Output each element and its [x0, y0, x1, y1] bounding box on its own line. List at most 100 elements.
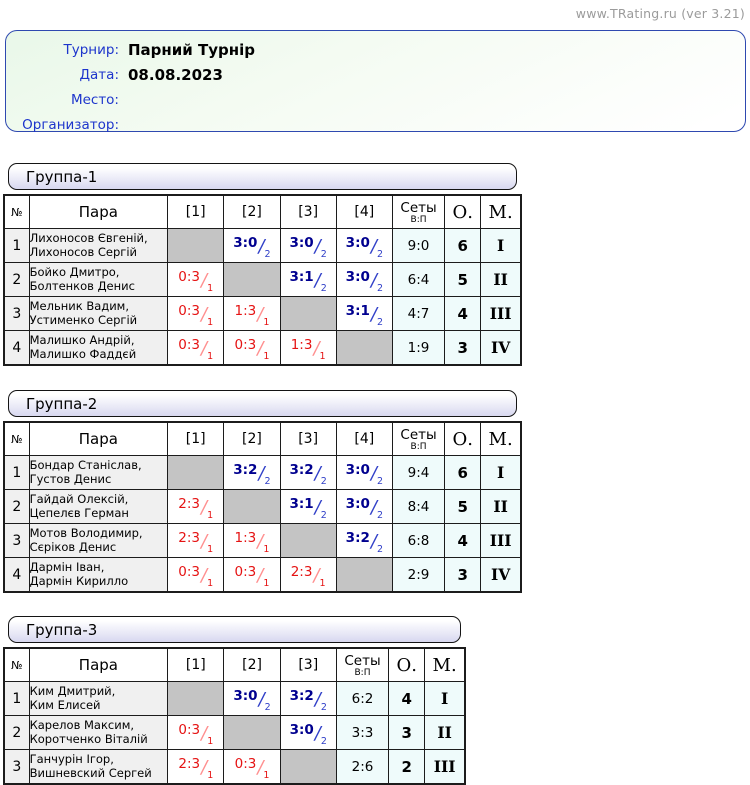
- header-points: О.: [444, 194, 482, 229]
- header-opponent-4: [4]: [335, 421, 393, 456]
- result-cell: 2:3/1: [167, 523, 225, 558]
- pair-name-line: Гайдай Олексій,: [29, 492, 129, 506]
- tournament-info-box: Турнир: Парний Турнір Дата: 08.08.2023 Место…: [5, 30, 746, 133]
- fraction-slash-icon: /: [257, 757, 264, 778]
- header-opponent-2: [2]: [223, 194, 281, 229]
- points-subscript: 2: [376, 249, 383, 260]
- table-row: 4 Дармін Іван, Дармін Кирилло 0:3/1 0:3/1 2:3…: [3, 557, 522, 593]
- sets-cell: 6:8: [391, 523, 446, 558]
- place-cell: IV: [480, 557, 522, 593]
- fraction-slash-icon: /: [370, 497, 377, 518]
- table-row: 2 Гайдай Олексій, Цепелєв Герман 2:3/1 3:1/2…: [3, 489, 522, 524]
- result-cell: 3:1/2: [279, 489, 337, 524]
- fraction-slash-icon: /: [258, 236, 265, 257]
- points-subscript: 2: [320, 249, 327, 260]
- result-cell: 3:2/2: [279, 681, 337, 716]
- result-cell: 2:3/1: [167, 749, 225, 785]
- points-subscript: 1: [207, 770, 214, 781]
- pair-name-line: Лихоносов Євгеній,: [29, 231, 148, 245]
- results-table: № Пара [1] [2] [3] [4] Сеты В:П О. М. 1 Бондар Стан…: [3, 421, 522, 593]
- fraction-slash-icon: /: [370, 236, 377, 257]
- sets-label: Сеты: [400, 426, 437, 443]
- place-cell: I: [480, 455, 522, 490]
- fraction-slash-icon: /: [314, 689, 321, 710]
- place-cell: I: [480, 228, 522, 263]
- points-subscript: 1: [263, 351, 270, 362]
- sets-cell: 4:7: [391, 296, 446, 331]
- score-value: 2:3: [178, 756, 201, 772]
- sets-cell: 6:4: [391, 262, 446, 297]
- place-cell: III: [424, 749, 466, 785]
- diagonal-cell: [279, 296, 337, 331]
- score-value: 1:3: [290, 337, 313, 353]
- pair-cell: Бойко Дмитро, Болтенков Денис: [28, 262, 169, 297]
- score-value: 1:3: [234, 303, 257, 319]
- result-cell: 3:2/2: [223, 455, 281, 490]
- info-row: Организатор:: [6, 113, 745, 137]
- results-table: № Пара [1] [2] [3] Сеты В:П О. М. 1 Ким Дмитрий, Ки…: [3, 647, 466, 785]
- info-label: Дата:: [79, 67, 119, 83]
- pair-cell: Гайдай Олексій, Цепелєв Герман: [28, 489, 169, 524]
- score-value: 1:3: [234, 530, 257, 546]
- score-value: 0:3: [178, 564, 201, 580]
- score-value: 3:0: [289, 722, 314, 738]
- points-cell: 5: [444, 262, 482, 297]
- fraction-slash-icon: /: [201, 531, 208, 552]
- score-value: 0:3: [234, 564, 257, 580]
- row-number-cell: 4: [3, 557, 30, 593]
- header-pair: Пара: [28, 194, 169, 229]
- header-sets: Сеты В:П: [391, 194, 446, 229]
- result-cell: 0:3/1: [167, 296, 225, 331]
- pair-name-line: Болтенков Денис: [29, 278, 135, 293]
- score-value: 3:1: [289, 269, 314, 285]
- score-value: 2:3: [178, 530, 201, 546]
- result-cell: 0:3/1: [223, 557, 281, 593]
- points-subscript: 1: [263, 317, 270, 328]
- fraction-slash-icon: /: [257, 531, 264, 552]
- info-row: Турнир: Парний Турнір: [6, 38, 745, 62]
- group-title: Группа-3: [26, 620, 98, 639]
- group-title-bar: Группа-3: [8, 616, 461, 643]
- row-number-cell: 3: [3, 749, 30, 785]
- pair-cell: Мельник Вадим, Устименко Сергій: [28, 296, 169, 331]
- diagonal-cell: [279, 523, 337, 558]
- place-cell: III: [480, 296, 522, 331]
- header-sets: Сеты В:П: [391, 421, 446, 456]
- site-label: www.TRating.ru (ver 3.21): [575, 6, 745, 21]
- diagonal-cell: [279, 749, 337, 785]
- result-cell: 3:0/2: [223, 228, 281, 263]
- fraction-slash-icon: /: [201, 304, 208, 325]
- diagonal-cell: [167, 681, 225, 716]
- pair-name-line: Бондар Станіслав,: [29, 458, 142, 472]
- score-value: 3:0: [289, 235, 314, 251]
- points-cell: 5: [444, 489, 482, 524]
- sets-sublabel: В:П: [354, 667, 371, 678]
- points-subscript: 2: [320, 510, 327, 521]
- header-sets: Сеты В:П: [335, 647, 390, 682]
- header-place: М.: [480, 421, 522, 456]
- points-subscript: 1: [263, 578, 270, 589]
- result-cell: 3:2/2: [335, 523, 393, 558]
- score-value: 2:3: [178, 496, 201, 512]
- points-cell: 4: [444, 523, 482, 558]
- row-number-cell: 1: [3, 681, 30, 716]
- header-number: №: [3, 647, 30, 682]
- points-subscript: 2: [320, 283, 327, 294]
- row-number-cell: 3: [3, 523, 30, 558]
- row-number-cell: 2: [3, 489, 30, 524]
- table-row: 2 Бойко Дмитро, Болтенков Денис 0:3/1 3:1/2 3…: [3, 262, 522, 297]
- diagonal-cell: [167, 228, 225, 263]
- result-cell: 3:0/2: [279, 715, 337, 750]
- points-cell: 3: [444, 557, 482, 593]
- points-subscript: 1: [319, 578, 326, 589]
- result-cell: 1:3/1: [223, 296, 281, 331]
- points-subscript: 1: [263, 544, 270, 555]
- score-value: 3:1: [289, 496, 314, 512]
- info-row: Дата: 08.08.2023: [6, 63, 745, 87]
- pair-name-line: Малишко Андрій,: [29, 333, 135, 347]
- diagonal-cell: [335, 330, 393, 366]
- header-opponent-3: [3]: [279, 421, 337, 456]
- points-subscript: 2: [264, 249, 271, 260]
- result-cell: 0:3/1: [223, 330, 281, 366]
- pair-cell: Бондар Станіслав, Густов Денис: [28, 455, 169, 490]
